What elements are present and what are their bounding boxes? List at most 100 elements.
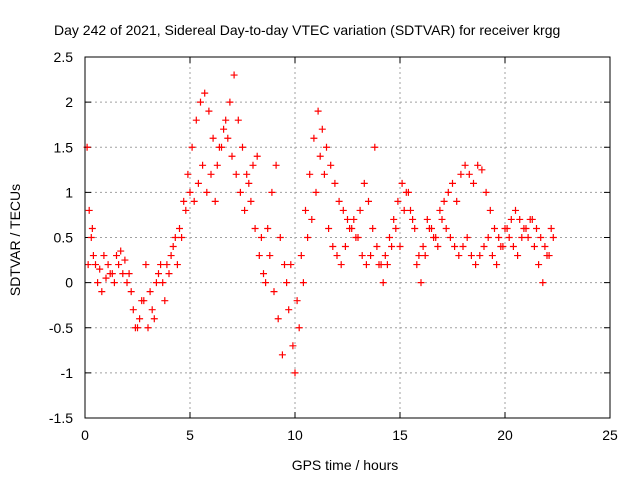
data-point [478,166,486,174]
data-point [226,98,234,106]
data-point [526,215,534,223]
data-point [136,315,144,323]
data-point [409,215,417,223]
data-point [222,116,230,124]
grid-lines [85,57,610,418]
data-point [247,197,255,205]
data-point [201,89,209,97]
data-point [159,279,167,287]
data-point [457,170,465,178]
data-point [505,234,513,241]
data-point [188,143,196,151]
data-point [476,252,484,260]
data-point [257,234,265,241]
data-point [472,261,480,269]
data-point [327,161,335,169]
data-point [131,324,139,332]
data-point [350,215,358,223]
data-point [539,279,547,287]
data-point [453,197,461,205]
data-point [207,170,215,178]
data-point [239,143,246,151]
data-point [318,125,326,133]
data-point [344,215,351,223]
data-point [430,234,438,241]
data-point [89,252,97,260]
data-point [392,224,400,232]
data-point [379,279,387,287]
data-point [113,252,120,260]
data-point [302,206,309,214]
data-point [203,188,211,196]
data-point [276,234,284,241]
data-point [440,197,448,205]
data-point [438,215,446,223]
data-point [381,252,389,260]
data-point [386,234,393,241]
data-point [482,188,490,196]
data-point [88,224,96,232]
data-point [488,252,496,260]
data-point [390,215,398,223]
data-point [272,161,280,169]
data-point [180,197,188,205]
y-axis-label: SDTVAR / TECUs [7,184,23,296]
data-point [125,270,133,278]
plot-frame [84,56,611,419]
data-point [171,234,179,241]
x-tick-label: 5 [186,427,194,443]
data-point [316,152,324,160]
data-point [491,224,498,232]
data-point [535,261,543,269]
data-point [129,306,137,314]
data-point [421,252,429,260]
data-point [537,234,545,241]
data-point [404,188,412,196]
data-point [497,243,505,251]
data-point [243,170,251,178]
x-tick-label: 20 [497,427,513,443]
data-point [100,252,108,260]
data-point [398,179,406,187]
data-point [289,342,297,350]
data-point [169,243,177,251]
data-point [369,224,377,232]
data-point [411,224,419,232]
data-point [325,224,333,232]
data-point [260,270,267,278]
data-point [297,252,305,260]
data-point [522,224,530,232]
data-point [253,152,261,160]
data-point [264,224,272,232]
data-point [337,261,345,269]
y-tick-label: -1 [61,365,74,381]
data-point [415,252,423,260]
data-point [291,369,299,377]
data-point [400,206,408,214]
data-point [425,224,433,232]
data-point [205,107,213,115]
data-point [94,279,102,287]
y-tick-label: 1 [65,184,73,200]
data-point [465,170,473,178]
data-point [314,107,322,115]
data-point [176,224,183,232]
data-point [484,234,492,241]
data-point [365,197,372,205]
data-point [270,288,278,296]
data-point [547,224,555,232]
data-point [323,143,330,151]
data-point [127,288,135,296]
data-point [266,252,274,260]
data-point [178,234,186,241]
y-tick-label: 2 [65,94,73,110]
data-point [163,261,171,269]
data-point [493,261,501,269]
data-point [184,170,192,178]
data-point [308,215,316,223]
data-point [213,161,221,169]
data-point [236,188,244,196]
data-point [442,224,450,232]
data-point [358,252,366,260]
